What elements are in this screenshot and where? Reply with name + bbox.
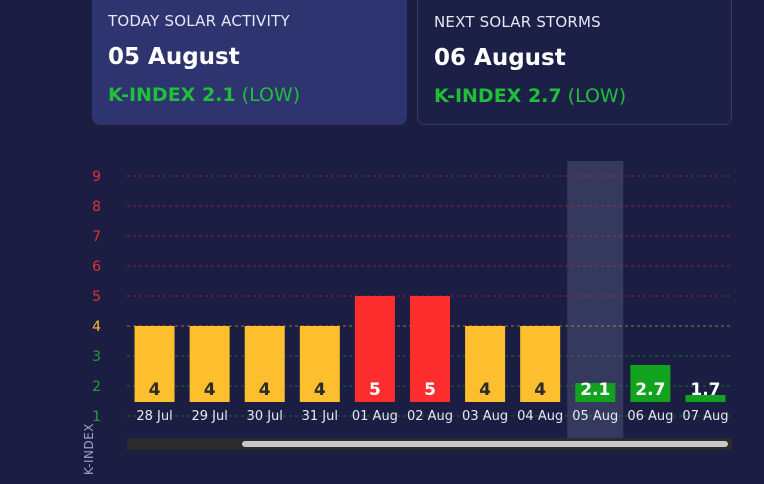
y-tick-label: 6 [92,259,101,275]
bar[interactable] [299,326,340,402]
chart-scrollbar-thumb[interactable] [242,441,728,447]
next-kindex: K-INDEX 2.7 (LOW) [434,85,715,107]
y-tick-label: 3 [92,349,101,365]
bar-value-label: 5 [369,380,381,400]
bar-value-label: 4 [149,380,161,400]
bar-value-label: 4 [534,380,546,400]
bar-value-label: 4 [204,380,216,400]
bar[interactable] [465,326,506,402]
y-axis-label: K-INDEX [82,423,96,475]
bar-value-label: 5 [424,380,436,400]
next-kindex-level: (LOW) [567,85,627,107]
x-tick-label: 03 Aug [462,409,508,424]
y-tick-label: 4 [92,319,101,335]
bar[interactable] [520,326,561,402]
next-kindex-value: K-INDEX 2.7 [434,85,562,107]
bar[interactable] [630,365,671,402]
bar-value-label: 2.1 [580,380,610,400]
y-tick-label: 1 [92,409,101,425]
bar-value-label: 4 [479,380,491,400]
today-kindex-value: K-INDEX 2.1 [108,84,236,106]
bar-value-label: 4 [259,380,271,400]
y-tick-label: 9 [92,169,101,185]
bar[interactable] [244,326,285,402]
today-kindex: K-INDEX 2.1 (LOW) [108,84,391,106]
today-card-title: TODAY SOLAR ACTIVITY [108,12,290,30]
bar[interactable] [685,395,726,402]
next-card-date: 06 August [434,45,566,71]
today-card-date: 05 August [108,44,240,70]
bar[interactable] [575,383,616,402]
bar[interactable] [354,296,395,402]
y-tick-label: 7 [92,229,101,245]
x-tick-label: 05 Aug [572,409,618,424]
bar-value-label: 4 [314,380,326,400]
today-kindex-level: (LOW) [241,84,301,106]
x-tick-label: 31 Jul [302,409,338,424]
x-tick-label: 02 Aug [407,409,453,424]
chart-scrollbar[interactable] [127,438,732,450]
y-tick-label: 2 [92,379,101,395]
bar[interactable] [410,296,450,402]
y-tick-label: 8 [92,199,101,215]
bar[interactable] [134,326,175,402]
bar-value-label: 2.7 [635,380,665,400]
bar[interactable] [189,326,230,402]
x-tick-label: 29 Jul [191,409,227,424]
bar-value-label: 1.7 [690,380,720,400]
x-tick-label: 01 Aug [352,409,398,424]
x-tick-label: 30 Jul [247,409,283,424]
x-tick-label: 04 Aug [517,409,563,424]
next-storms-card[interactable]: NEXT SOLAR STORMS 06 August K-INDEX 2.7 … [417,0,732,125]
x-tick-label: 07 Aug [682,409,728,424]
x-tick-label: 06 Aug [627,409,673,424]
next-card-title: NEXT SOLAR STORMS [434,13,601,31]
today-activity-card: TODAY SOLAR ACTIVITY 05 August K-INDEX 2… [92,0,407,125]
y-tick-label: 5 [92,289,101,305]
x-tick-label: 28 Jul [136,409,172,424]
